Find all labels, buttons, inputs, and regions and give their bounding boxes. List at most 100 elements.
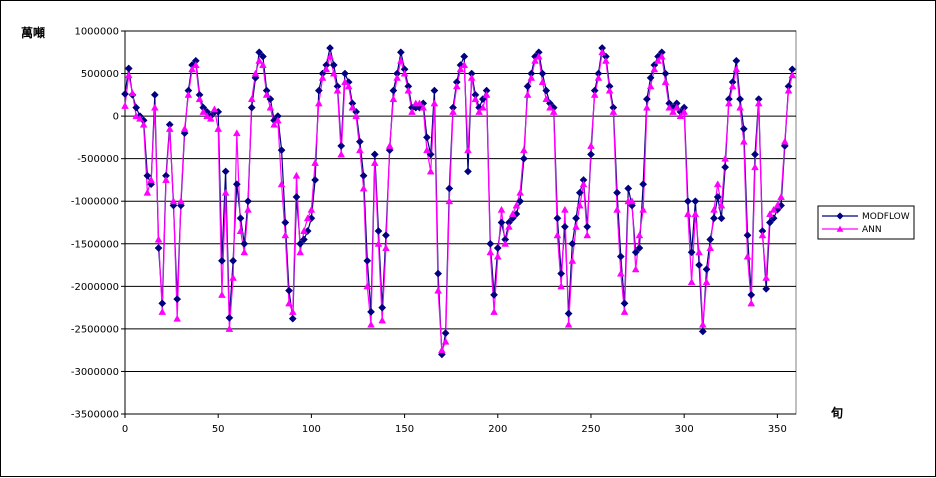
data-point-ann [594, 73, 603, 81]
data-point-ann [415, 99, 424, 107]
data-point-modflow [642, 95, 651, 104]
data-point-ann [739, 137, 748, 145]
data-point-ann [348, 103, 357, 111]
data-point-modflow [460, 52, 469, 61]
data-point-modflow [624, 184, 633, 193]
data-point-modflow [568, 239, 577, 248]
data-point-ann [210, 105, 219, 113]
data-point-modflow [661, 69, 670, 78]
data-point-modflow [490, 290, 499, 299]
series-markers [121, 44, 797, 359]
data-point-ann [333, 86, 342, 94]
data-point-ann [445, 197, 454, 205]
data-point-modflow [367, 307, 375, 316]
data-point-ann [341, 78, 349, 86]
data-point-ann [590, 90, 599, 98]
data-point-modflow [217, 256, 226, 265]
data-point-modflow [553, 214, 562, 223]
data-point-ann [661, 78, 670, 86]
data-point-ann [732, 65, 741, 73]
data-point-ann [136, 114, 144, 122]
data-point-ann [270, 120, 278, 128]
data-point-modflow [557, 269, 566, 278]
data-point-ann [777, 193, 785, 200]
data-point-modflow [486, 239, 495, 248]
y-tick-label: 0 [113, 112, 119, 123]
data-point-ann [587, 141, 595, 149]
data-point-ann [143, 188, 152, 196]
data-point-ann [583, 231, 592, 239]
data-point-ann [766, 210, 774, 217]
data-point-ann [344, 82, 353, 90]
data-point-modflow [687, 248, 696, 257]
y-tick-label: -1000000 [71, 197, 119, 208]
legend-label-ann: ANN [862, 225, 882, 235]
data-point-ann [602, 56, 610, 64]
data-point-ann [218, 290, 226, 298]
data-point-ann [311, 159, 319, 166]
data-point-ann [367, 320, 375, 328]
data-point-ann [158, 307, 167, 315]
data-point-ann [389, 95, 398, 103]
data-point-ann [173, 314, 182, 322]
data-point-modflow [616, 252, 625, 261]
data-point-modflow [430, 86, 439, 95]
data-point-ann [743, 252, 752, 260]
data-point-ann [315, 99, 323, 107]
data-point-modflow [240, 239, 249, 248]
data-point-ann [747, 299, 756, 307]
data-point-ann [684, 210, 692, 217]
data-point-modflow [751, 150, 759, 159]
data-point-ann [300, 227, 308, 234]
data-point-ann [244, 205, 252, 213]
data-point-ann [378, 316, 387, 324]
data-point-modflow [121, 90, 129, 98]
data-point-ann [419, 103, 428, 111]
data-point-ann [251, 69, 260, 77]
data-point-modflow [695, 261, 704, 270]
data-point-modflow [296, 239, 305, 248]
data-point-ann [527, 73, 536, 81]
data-point-ann [605, 86, 614, 94]
data-point-modflow [575, 188, 584, 197]
data-point-ann [687, 278, 696, 286]
data-point-ann [575, 201, 584, 209]
data-point-modflow [702, 265, 711, 274]
legend: MODFLOW ANN [817, 205, 915, 240]
data-point-ann [397, 56, 405, 64]
data-point-ann [247, 95, 256, 103]
data-point-ann [512, 201, 521, 209]
data-point-ann [691, 210, 700, 217]
data-point-ann [751, 163, 759, 171]
y-tick-label: -500000 [77, 154, 119, 165]
data-point-ann [262, 90, 271, 98]
x-tick-label: 300 [675, 424, 694, 435]
data-point-ann [177, 197, 185, 205]
data-point-ann [788, 71, 797, 79]
data-point-modflow [285, 286, 293, 295]
data-point-modflow [326, 44, 334, 52]
data-point-ann [706, 244, 715, 252]
data-point-ann [676, 112, 685, 120]
data-point-modflow [244, 197, 252, 206]
data-point-modflow [266, 95, 275, 104]
data-point-modflow [445, 184, 454, 193]
data-point-modflow [620, 299, 629, 308]
data-point-modflow [329, 61, 338, 69]
data-point-modflow [739, 124, 748, 133]
data-point-ann [430, 99, 439, 107]
data-point-ann [277, 180, 286, 188]
data-point-ann [467, 73, 476, 81]
data-point-modflow [706, 235, 715, 244]
data-point-ann [784, 86, 793, 94]
data-point-ann [203, 112, 211, 120]
data-point-modflow [747, 290, 756, 299]
x-axis-label: 旬 [830, 405, 843, 420]
data-point-modflow [497, 218, 506, 227]
data-point-ann [639, 205, 647, 213]
data-point-ann [717, 201, 726, 209]
data-point-ann [329, 69, 338, 77]
data-point-ann [165, 124, 174, 132]
data-point-ann [702, 278, 711, 286]
data-point-modflow [765, 218, 774, 227]
